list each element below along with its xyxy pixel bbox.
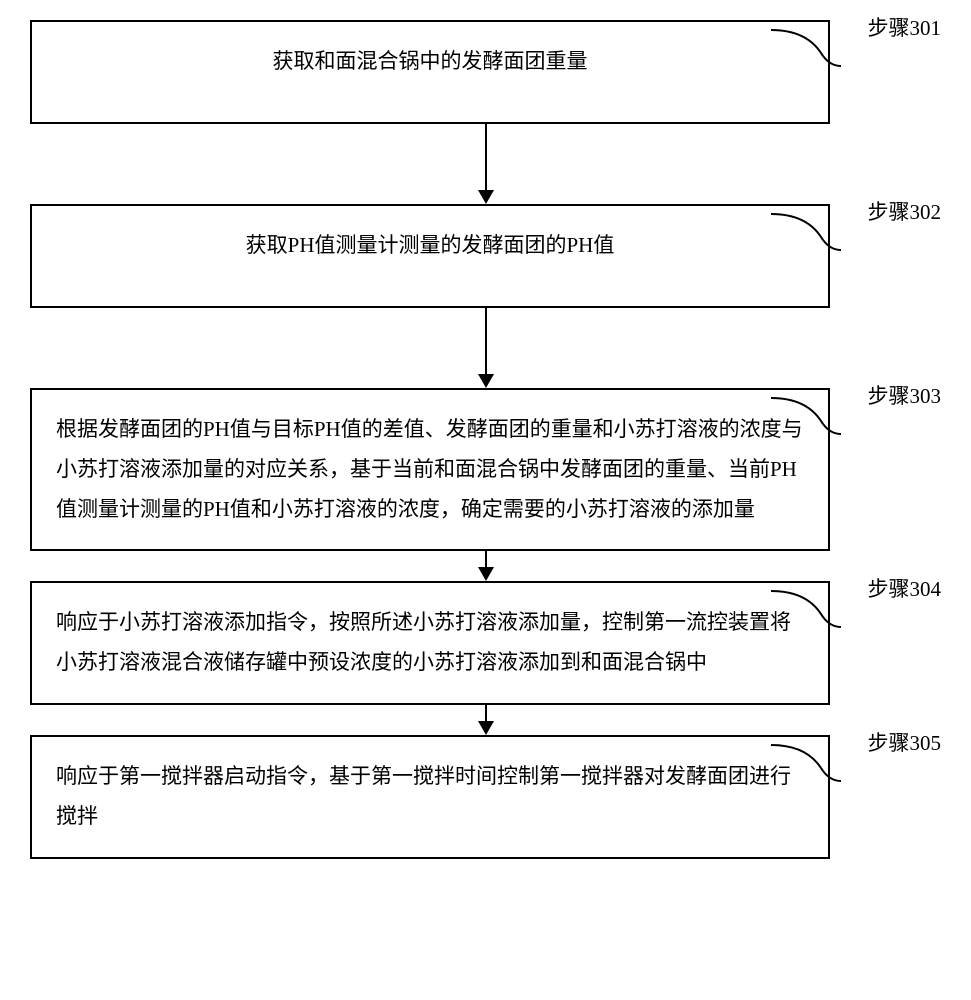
- arrow-line: [485, 551, 487, 567]
- arrow-head: [478, 721, 494, 735]
- step-label-304: 步骤304: [868, 573, 942, 603]
- step-label-302: 步骤302: [868, 196, 942, 226]
- step-wrapper-302: 获取PH值测量计测量的发酵面团的PH值 步骤302: [30, 204, 941, 308]
- connector-303: [771, 396, 841, 436]
- step-box-302: 获取PH值测量计测量的发酵面团的PH值: [30, 204, 830, 308]
- connector-301: [771, 28, 841, 68]
- step-box-305: 响应于第一搅拌器启动指令，基于第一搅拌时间控制第一搅拌器对发酵面团进行搅拌: [30, 735, 830, 859]
- step-box-303: 根据发酵面团的PH值与目标PH值的差值、发酵面团的重量和小苏打溶液的浓度与小苏打…: [30, 388, 830, 552]
- step-text-303: 根据发酵面团的PH值与目标PH值的差值、发酵面团的重量和小苏打溶液的浓度与小苏打…: [56, 410, 804, 530]
- step-wrapper-301: 获取和面混合锅中的发酵面团重量 步骤301: [30, 20, 941, 124]
- arrow-304-305: [86, 705, 886, 735]
- arrow-head: [478, 190, 494, 204]
- step-wrapper-305: 响应于第一搅拌器启动指令，基于第一搅拌时间控制第一搅拌器对发酵面团进行搅拌 步骤…: [30, 735, 941, 859]
- connector-305: [771, 743, 841, 783]
- step-text-301: 获取和面混合锅中的发酵面团重量: [273, 42, 588, 82]
- arrow-line: [485, 308, 487, 374]
- connector-302: [771, 212, 841, 252]
- step-box-304: 响应于小苏打溶液添加指令，按照所述小苏打溶液添加量，控制第一流控装置将小苏打溶液…: [30, 581, 830, 705]
- step-wrapper-304: 响应于小苏打溶液添加指令，按照所述小苏打溶液添加量，控制第一流控装置将小苏打溶液…: [30, 581, 941, 705]
- step-box-301: 获取和面混合锅中的发酵面团重量: [30, 20, 830, 124]
- flowchart-container: 获取和面混合锅中的发酵面团重量 步骤301 获取PH值测量计测量的发酵面团的PH…: [30, 20, 941, 859]
- step-text-305: 响应于第一搅拌器启动指令，基于第一搅拌时间控制第一搅拌器对发酵面团进行搅拌: [56, 757, 804, 837]
- connector-304: [771, 589, 841, 629]
- step-text-302: 获取PH值测量计测量的发酵面团的PH值: [246, 226, 615, 266]
- arrow-line: [485, 124, 487, 190]
- arrow-302-303: [86, 308, 886, 388]
- arrow-303-304: [86, 551, 886, 581]
- step-label-301: 步骤301: [868, 12, 942, 42]
- step-label-305: 步骤305: [868, 727, 942, 757]
- arrow-line: [485, 705, 487, 721]
- arrow-301-302: [86, 124, 886, 204]
- step-text-304: 响应于小苏打溶液添加指令，按照所述小苏打溶液添加量，控制第一流控装置将小苏打溶液…: [56, 603, 804, 683]
- arrow-head: [478, 567, 494, 581]
- arrow-head: [478, 374, 494, 388]
- step-label-303: 步骤303: [868, 380, 942, 410]
- step-wrapper-303: 根据发酵面团的PH值与目标PH值的差值、发酵面团的重量和小苏打溶液的浓度与小苏打…: [30, 388, 941, 552]
